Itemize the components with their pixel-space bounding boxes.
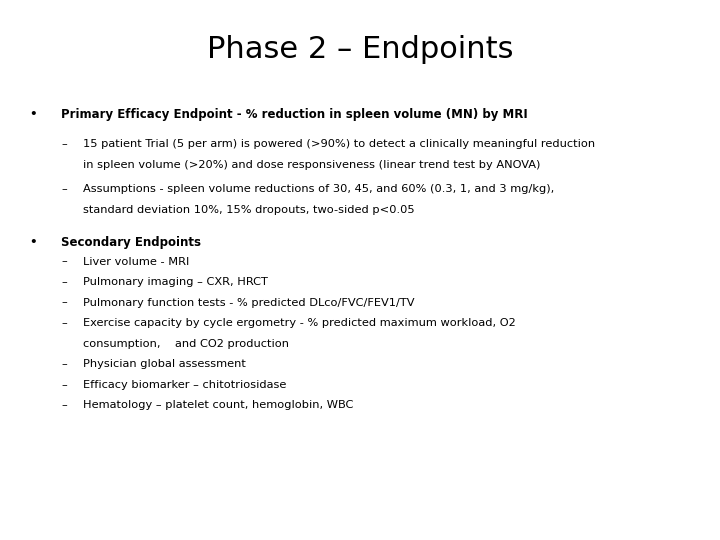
Text: Primary Efficacy Endpoint - % reduction in spleen volume (MN) by MRI: Primary Efficacy Endpoint - % reduction … [61, 108, 528, 121]
Text: Pulmonary imaging – CXR, HRCT: Pulmonary imaging – CXR, HRCT [83, 277, 268, 287]
Text: Hematology – platelet count, hemoglobin, WBC: Hematology – platelet count, hemoglobin,… [83, 400, 354, 410]
Text: –: – [61, 139, 67, 150]
Text: Liver volume - MRI: Liver volume - MRI [83, 256, 189, 267]
Text: Exercise capacity by cycle ergometry - % predicted maximum workload, O2: Exercise capacity by cycle ergometry - %… [83, 318, 516, 328]
Text: Physician global assessment: Physician global assessment [83, 359, 246, 369]
Text: –: – [61, 359, 67, 369]
Text: in spleen volume (>20%) and dose responsiveness (linear trend test by ANOVA): in spleen volume (>20%) and dose respons… [83, 160, 540, 170]
Text: –: – [61, 298, 67, 308]
Text: Phase 2 – Endpoints: Phase 2 – Endpoints [207, 35, 513, 64]
Text: –: – [61, 277, 67, 287]
Text: consumption,    and CO2 production: consumption, and CO2 production [83, 339, 289, 349]
Text: –: – [61, 318, 67, 328]
Text: Secondary Endpoints: Secondary Endpoints [61, 236, 201, 249]
Text: •: • [29, 108, 37, 121]
Text: •: • [29, 236, 37, 249]
Text: 15 patient Trial (5 per arm) is powered (>90%) to detect a clinically meaningful: 15 patient Trial (5 per arm) is powered … [83, 139, 595, 150]
Text: Assumptions - spleen volume reductions of 30, 45, and 60% (0.3, 1, and 3 mg/kg),: Assumptions - spleen volume reductions o… [83, 184, 554, 194]
Text: –: – [61, 256, 67, 267]
Text: Efficacy biomarker – chitotriosidase: Efficacy biomarker – chitotriosidase [83, 380, 286, 390]
Text: Pulmonary function tests - % predicted DLco/FVC/FEV1/TV: Pulmonary function tests - % predicted D… [83, 298, 414, 308]
Text: –: – [61, 380, 67, 390]
Text: –: – [61, 184, 67, 194]
Text: standard deviation 10%, 15% dropouts, two-sided p<0.05: standard deviation 10%, 15% dropouts, tw… [83, 205, 415, 215]
Text: –: – [61, 400, 67, 410]
